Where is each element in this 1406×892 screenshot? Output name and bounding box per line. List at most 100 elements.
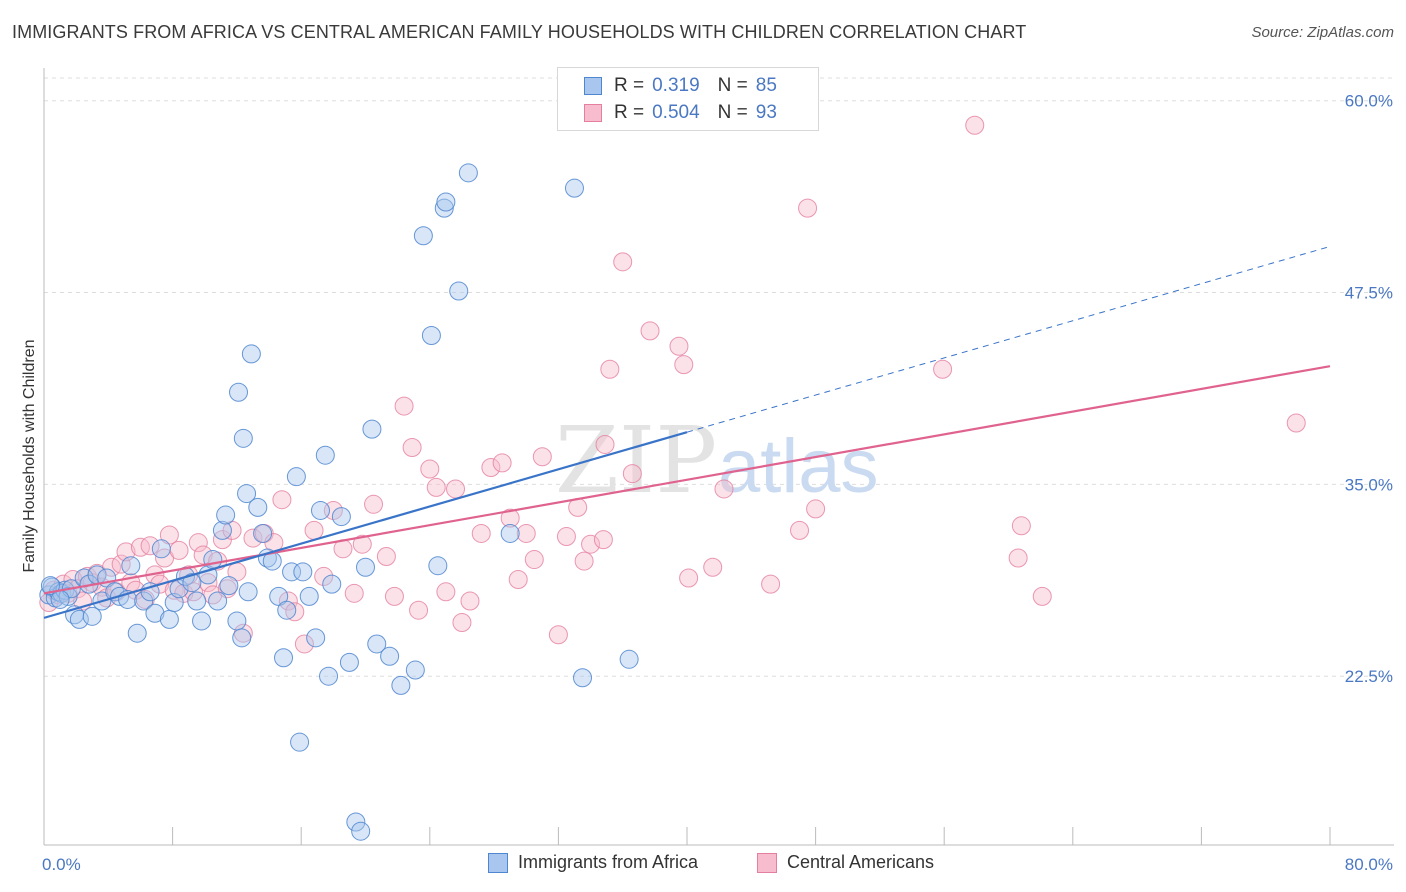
data-point-africa xyxy=(306,628,326,648)
data-point-africa xyxy=(286,467,306,487)
data-point-africa xyxy=(367,634,387,654)
data-point-africa xyxy=(187,591,207,611)
data-point-central xyxy=(364,494,384,514)
data-point-africa xyxy=(69,609,89,629)
data-point-central xyxy=(593,530,613,550)
bottom-legend-swatch-africa xyxy=(488,852,508,873)
data-point-central xyxy=(556,527,576,547)
data-point-africa xyxy=(219,576,239,596)
data-point-central xyxy=(581,534,601,554)
data-point-africa xyxy=(127,623,147,643)
data-point-central xyxy=(600,359,620,379)
watermark-zip: ZIP xyxy=(555,407,717,514)
data-point-central xyxy=(679,568,699,588)
data-point-central xyxy=(669,336,689,356)
bottom-legend-central: Central Americans xyxy=(757,852,934,873)
data-point-africa xyxy=(380,646,400,666)
x-tick-label: 0.0% xyxy=(42,855,81,874)
data-point-africa xyxy=(351,821,371,841)
data-point-africa xyxy=(229,382,249,402)
trend-lines xyxy=(43,246,1331,619)
legend-box: R = 0.319 N = 85 R = 0.504 N = 93 xyxy=(557,67,819,131)
data-point-central xyxy=(703,557,723,577)
legend-r-label: R = xyxy=(614,102,645,123)
data-point-africa xyxy=(290,732,310,752)
data-point-africa xyxy=(573,668,593,688)
data-point-central xyxy=(294,634,314,654)
data-point-central xyxy=(933,359,953,379)
data-point-central xyxy=(595,434,615,454)
data-point-africa xyxy=(310,500,330,520)
data-point-central xyxy=(674,355,694,375)
data-point-central xyxy=(402,438,422,458)
data-point-central xyxy=(352,534,372,554)
data-point-central xyxy=(460,591,480,611)
data-point-central xyxy=(532,447,552,467)
data-point-central xyxy=(285,602,305,622)
data-point-central xyxy=(574,551,594,571)
data-point-africa xyxy=(216,505,236,525)
data-point-africa xyxy=(192,611,212,631)
data-point-africa xyxy=(331,507,351,527)
data-point-central xyxy=(169,540,189,560)
data-point-central xyxy=(376,546,396,566)
data-point-central xyxy=(613,252,633,272)
data-point-central xyxy=(1032,586,1052,606)
data-point-africa xyxy=(356,557,375,577)
data-point-central xyxy=(761,574,781,594)
data-point-africa xyxy=(428,556,448,576)
legend-r-value: 0.504 xyxy=(652,102,700,123)
legend-n-value: 93 xyxy=(755,102,777,123)
data-point-africa xyxy=(299,586,319,606)
data-point-central xyxy=(384,586,404,606)
data-point-africa xyxy=(145,603,165,623)
data-point-central xyxy=(481,457,501,477)
data-point-africa xyxy=(198,565,218,585)
source-label: Source: ZipAtlas.com xyxy=(1251,24,1394,41)
data-point-central xyxy=(198,573,218,593)
legend-row-africa: R = 0.319 N = 85 xyxy=(584,73,795,99)
y-axis-label: Family Households with Children xyxy=(21,340,38,573)
data-point-central xyxy=(314,566,334,586)
legend-r-label: R = xyxy=(614,75,645,96)
data-point-central xyxy=(508,570,528,590)
data-point-central xyxy=(790,520,810,540)
data-point-africa xyxy=(274,648,294,668)
tick-labels: 22.5% 35.0% 47.5% 60.0% 0.0% 80.0% xyxy=(42,92,1393,874)
chart-title: IMMIGRANTS FROM AFRICA VS CENTRAL AMERIC… xyxy=(12,22,1027,42)
data-point-central xyxy=(1008,548,1028,568)
data-point-africa xyxy=(233,428,253,448)
bottom-legend-label-africa: Immigrants from Africa xyxy=(518,852,699,872)
data-point-central xyxy=(640,321,660,341)
data-point-central xyxy=(272,490,292,510)
data-point-africa xyxy=(237,484,257,504)
y-tick-label: 22.5% xyxy=(1345,667,1393,686)
data-point-africa xyxy=(212,520,232,540)
bottom-legend-label-central: Central Americans xyxy=(787,852,935,872)
data-point-central xyxy=(304,520,324,540)
data-point-central xyxy=(492,453,512,473)
data-point-africa xyxy=(500,523,520,543)
series-immigrants-from-africa xyxy=(39,163,639,841)
data-point-africa xyxy=(253,523,273,543)
data-point-central xyxy=(111,554,131,574)
data-point-africa xyxy=(405,660,425,680)
data-point-africa xyxy=(208,591,228,611)
data-point-africa xyxy=(434,198,454,218)
data-point-africa xyxy=(151,539,171,559)
data-point-central xyxy=(140,536,160,556)
series-central-americans xyxy=(39,115,1306,654)
legend-n-label: N = xyxy=(717,75,748,96)
data-point-central xyxy=(452,612,472,632)
legend-n-label: N = xyxy=(717,102,748,123)
trend-line-africa-extension xyxy=(686,246,1331,433)
data-point-africa xyxy=(121,556,141,576)
data-point-africa xyxy=(564,178,584,198)
data-point-africa xyxy=(436,192,456,212)
data-point-africa xyxy=(248,497,268,517)
axes xyxy=(43,68,1394,846)
data-point-central xyxy=(193,545,213,565)
trend-line-africa xyxy=(43,431,688,619)
data-point-africa xyxy=(232,628,252,648)
